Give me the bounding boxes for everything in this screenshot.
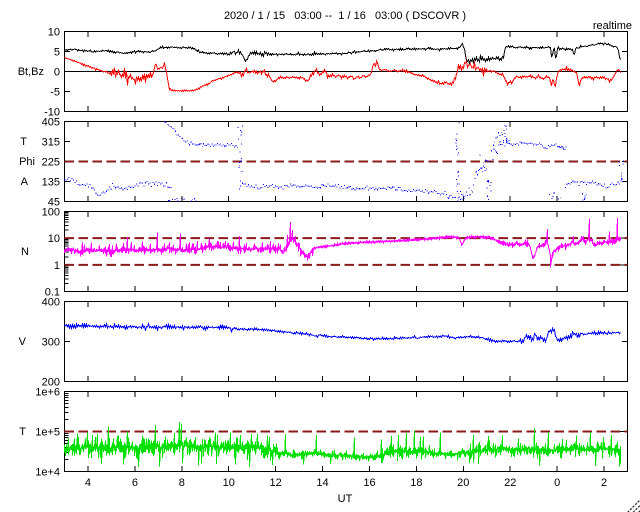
svg-text:225: 225 <box>42 157 60 169</box>
svg-text:300: 300 <box>42 337 60 349</box>
svg-text:315: 315 <box>42 137 60 149</box>
svg-text:2020 / 1 / 15 03:00 -- 1 /: 2020 / 1 / 15 03:00 -- 1 / 16 03:00 ( DS… <box>224 10 466 22</box>
svg-text:10: 10 <box>48 27 60 39</box>
svg-text:0.1: 0.1 <box>45 287 60 299</box>
svg-text:100: 100 <box>42 207 60 219</box>
svg-text:T: T <box>19 426 26 438</box>
svg-text:14: 14 <box>316 477 328 489</box>
svg-text:1e+6: 1e+6 <box>35 387 60 399</box>
svg-text:0: 0 <box>54 67 60 79</box>
svg-text:4: 4 <box>85 477 91 489</box>
svg-text:5: 5 <box>54 47 60 59</box>
svg-text:405: 405 <box>42 117 60 129</box>
svg-text:-5: -5 <box>50 87 60 99</box>
svg-text:T: T <box>20 136 27 148</box>
svg-text:0: 0 <box>554 477 560 489</box>
svg-text:20: 20 <box>457 477 469 489</box>
svg-text:V: V <box>19 336 27 348</box>
svg-text:1: 1 <box>54 260 60 272</box>
svg-text:10: 10 <box>223 477 235 489</box>
svg-text:16: 16 <box>363 477 375 489</box>
svg-text:Bt,Bz: Bt,Bz <box>18 66 44 78</box>
svg-text:45: 45 <box>48 197 60 209</box>
svg-text:UT: UT <box>338 493 353 505</box>
svg-text:200: 200 <box>42 377 60 389</box>
svg-text:2: 2 <box>601 477 607 489</box>
svg-text:8: 8 <box>179 477 185 489</box>
svg-text:1e+4: 1e+4 <box>35 467 60 479</box>
svg-text:-10: -10 <box>44 107 60 119</box>
svg-text:135: 135 <box>42 177 60 189</box>
svg-text:18: 18 <box>410 477 422 489</box>
svg-text:A: A <box>21 176 29 188</box>
svg-text:10: 10 <box>48 233 60 245</box>
svg-text:6: 6 <box>132 477 138 489</box>
svg-text:N: N <box>21 246 29 258</box>
svg-text:1e+5: 1e+5 <box>35 427 60 439</box>
svg-text:realtime: realtime <box>593 20 632 32</box>
svg-text:Phi: Phi <box>19 156 35 168</box>
svg-text:22: 22 <box>504 477 516 489</box>
svg-text:400: 400 <box>42 297 60 309</box>
svg-text:12: 12 <box>270 477 282 489</box>
